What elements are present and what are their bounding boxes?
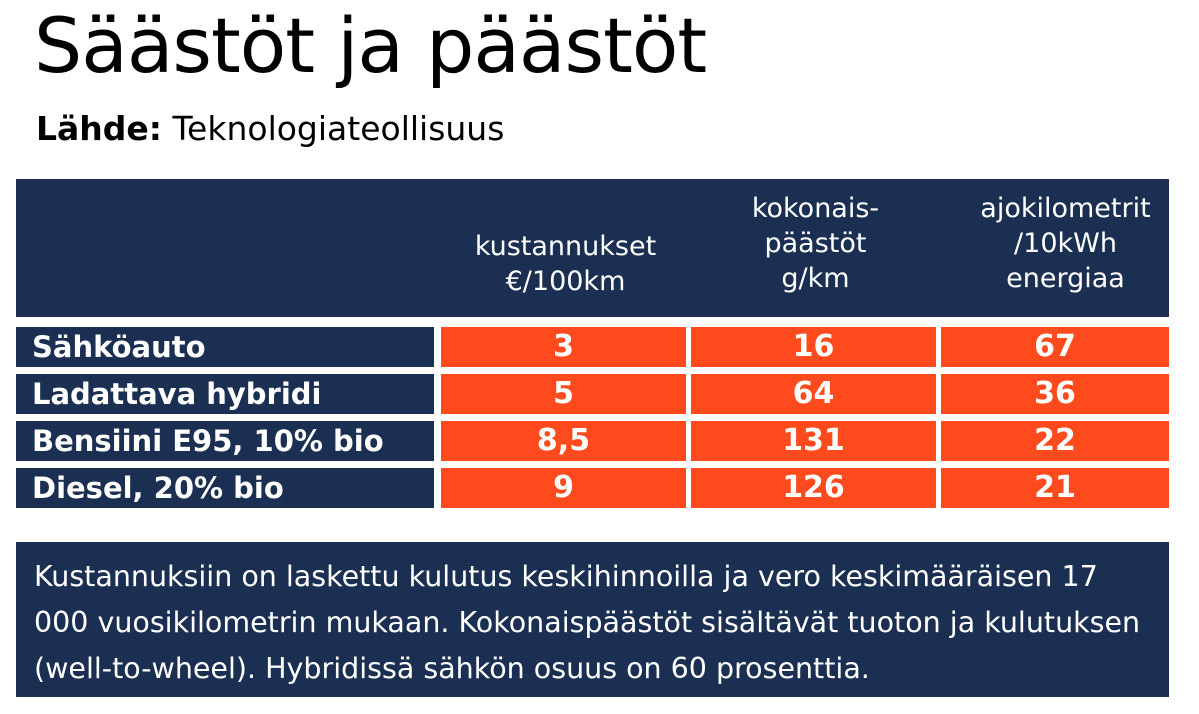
- table-row: Sähköauto 3 16 67: [16, 327, 1169, 367]
- table-cell: 9: [441, 468, 686, 508]
- source-value: Teknologiateollisuus: [172, 109, 505, 148]
- table-cell: 22: [941, 421, 1169, 461]
- table-cell: 3: [441, 327, 686, 367]
- table-row: Ladattava hybridi 5 64 36: [16, 374, 1169, 414]
- table-cell: 21: [941, 468, 1169, 508]
- table-cell: 16: [691, 327, 936, 367]
- table-cell: 5: [441, 374, 686, 414]
- column-header-emissions: kokonais- päästöt g/km: [751, 193, 880, 294]
- source-line: Lähde: Teknologiateollisuus: [36, 112, 504, 145]
- table-cell: 8,5: [441, 421, 686, 461]
- chart-title: Säästöt ja päästöt: [34, 1, 707, 90]
- table-row: Bensiini E95, 10% bio 8,5 131 22: [16, 421, 1169, 461]
- row-label: Diesel, 20% bio: [16, 468, 434, 508]
- table-cell: 67: [941, 327, 1169, 367]
- table-row: Diesel, 20% bio 9 126 21: [16, 468, 1169, 508]
- column-header-cost: kustannukset €/100km: [474, 231, 657, 297]
- table-cell: 131: [691, 421, 936, 461]
- row-label: Sähköauto: [16, 327, 434, 367]
- table-cell: 36: [941, 374, 1169, 414]
- footnote: Kustannuksiin on laskettu kulutus keskih…: [16, 542, 1169, 697]
- table-header: kustannukset €/100km kokonais- päästöt g…: [16, 179, 1169, 317]
- row-label: Ladattava hybridi: [16, 374, 434, 414]
- table-cell: 64: [691, 374, 936, 414]
- row-label: Bensiini E95, 10% bio: [16, 421, 434, 461]
- column-header-range: ajokilometrit /10kWh energiaa: [980, 193, 1151, 294]
- table-cell: 126: [691, 468, 936, 508]
- source-label: Lähde:: [36, 109, 162, 148]
